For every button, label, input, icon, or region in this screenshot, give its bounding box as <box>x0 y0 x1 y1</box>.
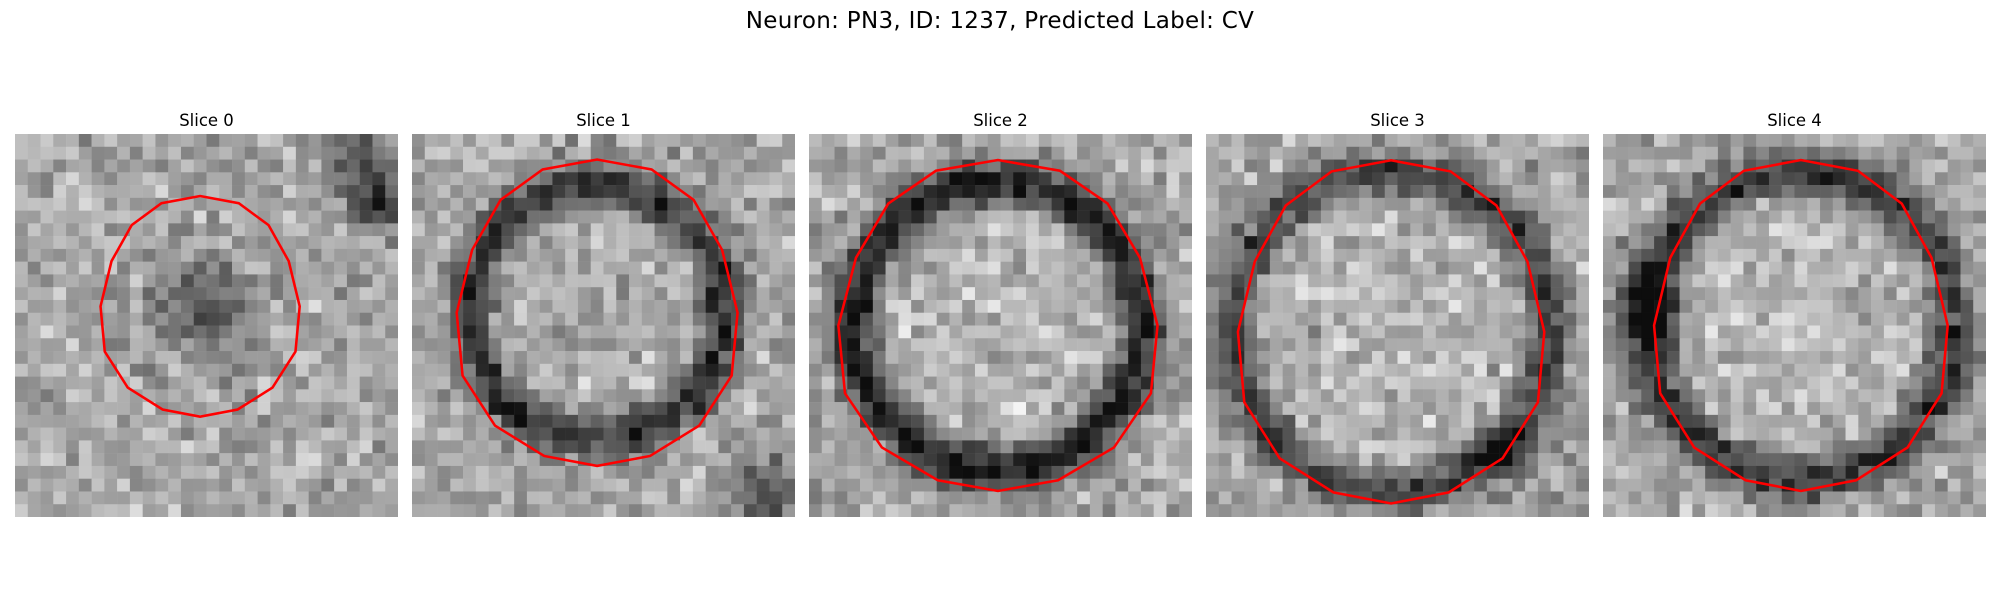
slice-image-4 <box>1603 134 1986 517</box>
contour-3 <box>1236 159 1546 505</box>
slice-title-3: Slice 3 <box>1370 111 1425 130</box>
contour-1 <box>455 158 739 468</box>
pixel-grid-4 <box>1603 134 1986 517</box>
contour-4 <box>1652 158 1949 493</box>
slice-panel-3: Slice 3 <box>1206 110 1589 517</box>
slice-image-0 <box>15 134 398 517</box>
pixel-grid-2 <box>809 134 1192 517</box>
slice-panel-2: Slice 2 <box>809 110 1192 517</box>
slice-title-4: Slice 4 <box>1767 111 1822 130</box>
slice-image-1 <box>412 134 795 517</box>
slice-title-0: Slice 0 <box>179 111 234 130</box>
slice-panel-1: Slice 1 <box>412 110 795 517</box>
figure-title: Neuron: PN3, ID: 1237, Predicted Label: … <box>745 8 1255 34</box>
slice-image-2 <box>809 134 1192 517</box>
pixel-grid-0 <box>15 134 398 517</box>
contour-2 <box>837 158 1159 493</box>
pixel-grid-3 <box>1206 134 1589 517</box>
slice-title-1: Slice 1 <box>576 111 631 130</box>
slice-panel-4: Slice 4 <box>1603 110 1986 517</box>
slice-panel-0: Slice 0 <box>15 110 398 517</box>
slice-image-3 <box>1206 134 1589 517</box>
slice-title-2: Slice 2 <box>973 111 1028 130</box>
contour-0 <box>99 194 301 418</box>
